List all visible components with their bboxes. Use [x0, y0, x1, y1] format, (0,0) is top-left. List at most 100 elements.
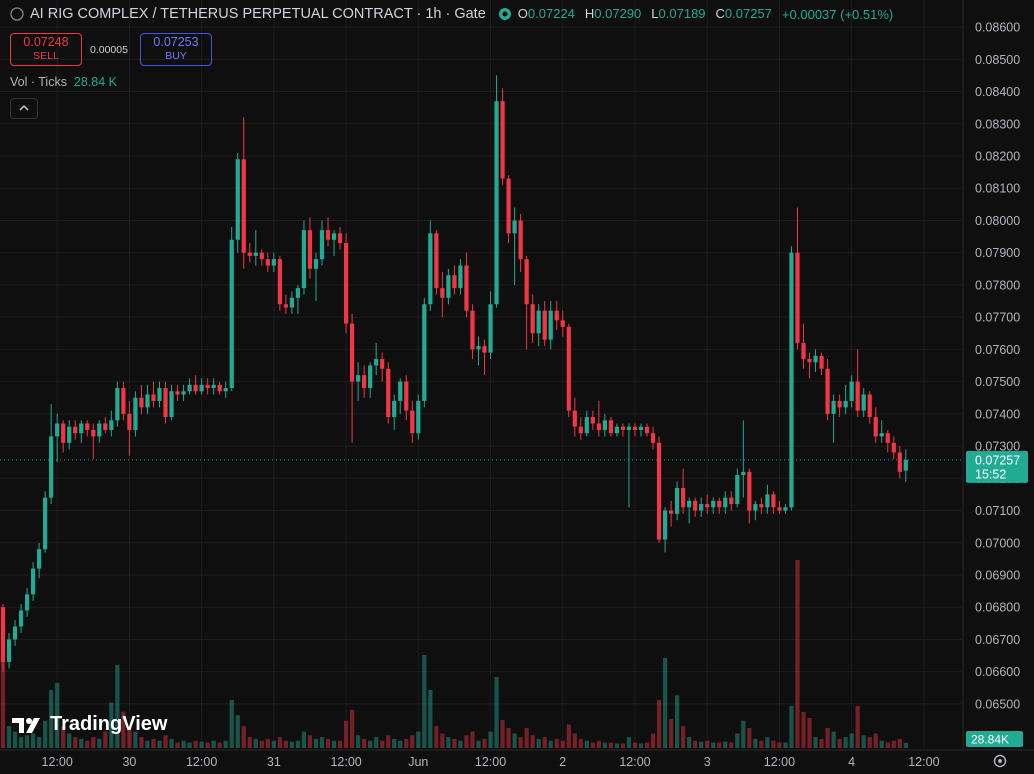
candle-body	[404, 381, 409, 411]
volume-bar	[536, 738, 541, 748]
symbol-title[interactable]: AI RIG COMPLEX / TETHERUS PERPETUAL CONT…	[30, 6, 486, 22]
volume-bar	[464, 735, 469, 748]
candle-body	[163, 388, 168, 418]
volume-bar	[356, 735, 361, 748]
y-tick-label: 0.08000	[975, 214, 1020, 228]
watermark-text: TradingView	[50, 713, 168, 735]
candle-body	[229, 239, 234, 389]
candle-body	[91, 429, 96, 437]
volume-bar	[301, 731, 307, 748]
candle-body	[133, 397, 138, 430]
candle-body	[356, 375, 361, 382]
candle-body	[548, 310, 553, 340]
candle-body	[277, 259, 282, 305]
volume-bar	[584, 740, 589, 748]
buy-label: BUY	[165, 50, 187, 62]
volume-bar	[530, 735, 535, 748]
candle-body	[12, 626, 18, 640]
status-dot	[498, 8, 511, 20]
candle-body	[530, 304, 535, 334]
candle-body	[662, 510, 668, 540]
spread: 0.00005	[90, 44, 128, 56]
candle-body	[187, 384, 192, 392]
candle-body	[235, 159, 240, 240]
watermark: TradingView	[12, 713, 167, 736]
volume-bar	[103, 731, 108, 748]
candle-body	[43, 497, 48, 550]
ohlc-value: 0.07224	[527, 6, 575, 21]
candle-body	[861, 394, 866, 411]
candle-body	[139, 397, 144, 408]
volume-bar	[723, 741, 728, 748]
x-tick-label: 12:00	[42, 755, 73, 769]
volume-bar	[313, 738, 319, 748]
volume-bar	[79, 738, 84, 748]
candle-body	[343, 243, 349, 324]
candle-body	[777, 507, 782, 511]
candle-body	[452, 275, 457, 289]
volume-bar	[49, 690, 54, 748]
candle-body	[428, 233, 433, 305]
volume-bar	[434, 726, 439, 748]
candle-body	[813, 355, 818, 363]
volume-bar	[265, 738, 270, 748]
candle-body	[362, 375, 367, 389]
volume-bar	[614, 743, 620, 748]
candle-body	[211, 384, 216, 389]
candle-body	[61, 423, 66, 443]
volume-bar	[109, 702, 114, 748]
candle-body	[313, 259, 319, 269]
candle-body	[67, 426, 72, 443]
sell-button[interactable]: 0.07248 SELL	[10, 33, 82, 66]
candle-body	[819, 355, 824, 369]
sell-price: 0.07248	[23, 35, 69, 49]
candle-body	[753, 504, 758, 511]
volume-bar	[325, 738, 331, 748]
ohlc-label: O	[517, 6, 528, 21]
candle-body	[422, 304, 427, 401]
volume-bar	[518, 737, 523, 748]
candle-body	[458, 265, 463, 289]
settings-icon[interactable]	[993, 754, 1007, 768]
candle-body	[747, 471, 752, 511]
x-tick-label: 2	[559, 755, 566, 769]
volume-bar	[903, 742, 908, 748]
volume-bar	[656, 700, 662, 748]
volume-bar	[37, 737, 42, 748]
candle-body	[675, 487, 680, 514]
volume-bar	[133, 731, 138, 748]
candle-body	[331, 233, 337, 240]
volume-bar	[650, 733, 656, 748]
volume-bar	[61, 726, 66, 748]
volume-bar	[283, 740, 288, 748]
volume-bar	[542, 737, 547, 748]
volume-bar	[735, 733, 740, 748]
candle-body	[578, 426, 583, 434]
y-tick-label: 0.08300	[975, 117, 1020, 131]
volume-bar	[380, 740, 385, 748]
candle-body	[759, 504, 764, 508]
volume-bar	[386, 735, 391, 748]
volume-bar	[765, 737, 770, 748]
candle-body	[97, 423, 102, 437]
candle-body	[265, 259, 270, 266]
buy-button[interactable]: 0.07253 BUY	[140, 33, 212, 66]
volume-bar	[632, 742, 638, 748]
volume-bar	[30, 733, 36, 748]
candle-body	[6, 639, 12, 663]
volume-bar	[97, 738, 102, 748]
candle-body	[85, 423, 90, 430]
volume-bar	[626, 737, 632, 748]
volume-bar	[151, 738, 156, 748]
volume-bar	[687, 737, 692, 748]
volume-bar	[289, 741, 295, 748]
candle-body	[49, 436, 54, 498]
volume-bar	[512, 733, 517, 748]
volume-bar	[422, 654, 427, 748]
candle-body	[295, 288, 301, 298]
volume-bar	[253, 738, 258, 748]
candle-body	[644, 426, 650, 434]
collapse-button[interactable]	[10, 98, 38, 119]
volume-bar	[747, 728, 752, 748]
